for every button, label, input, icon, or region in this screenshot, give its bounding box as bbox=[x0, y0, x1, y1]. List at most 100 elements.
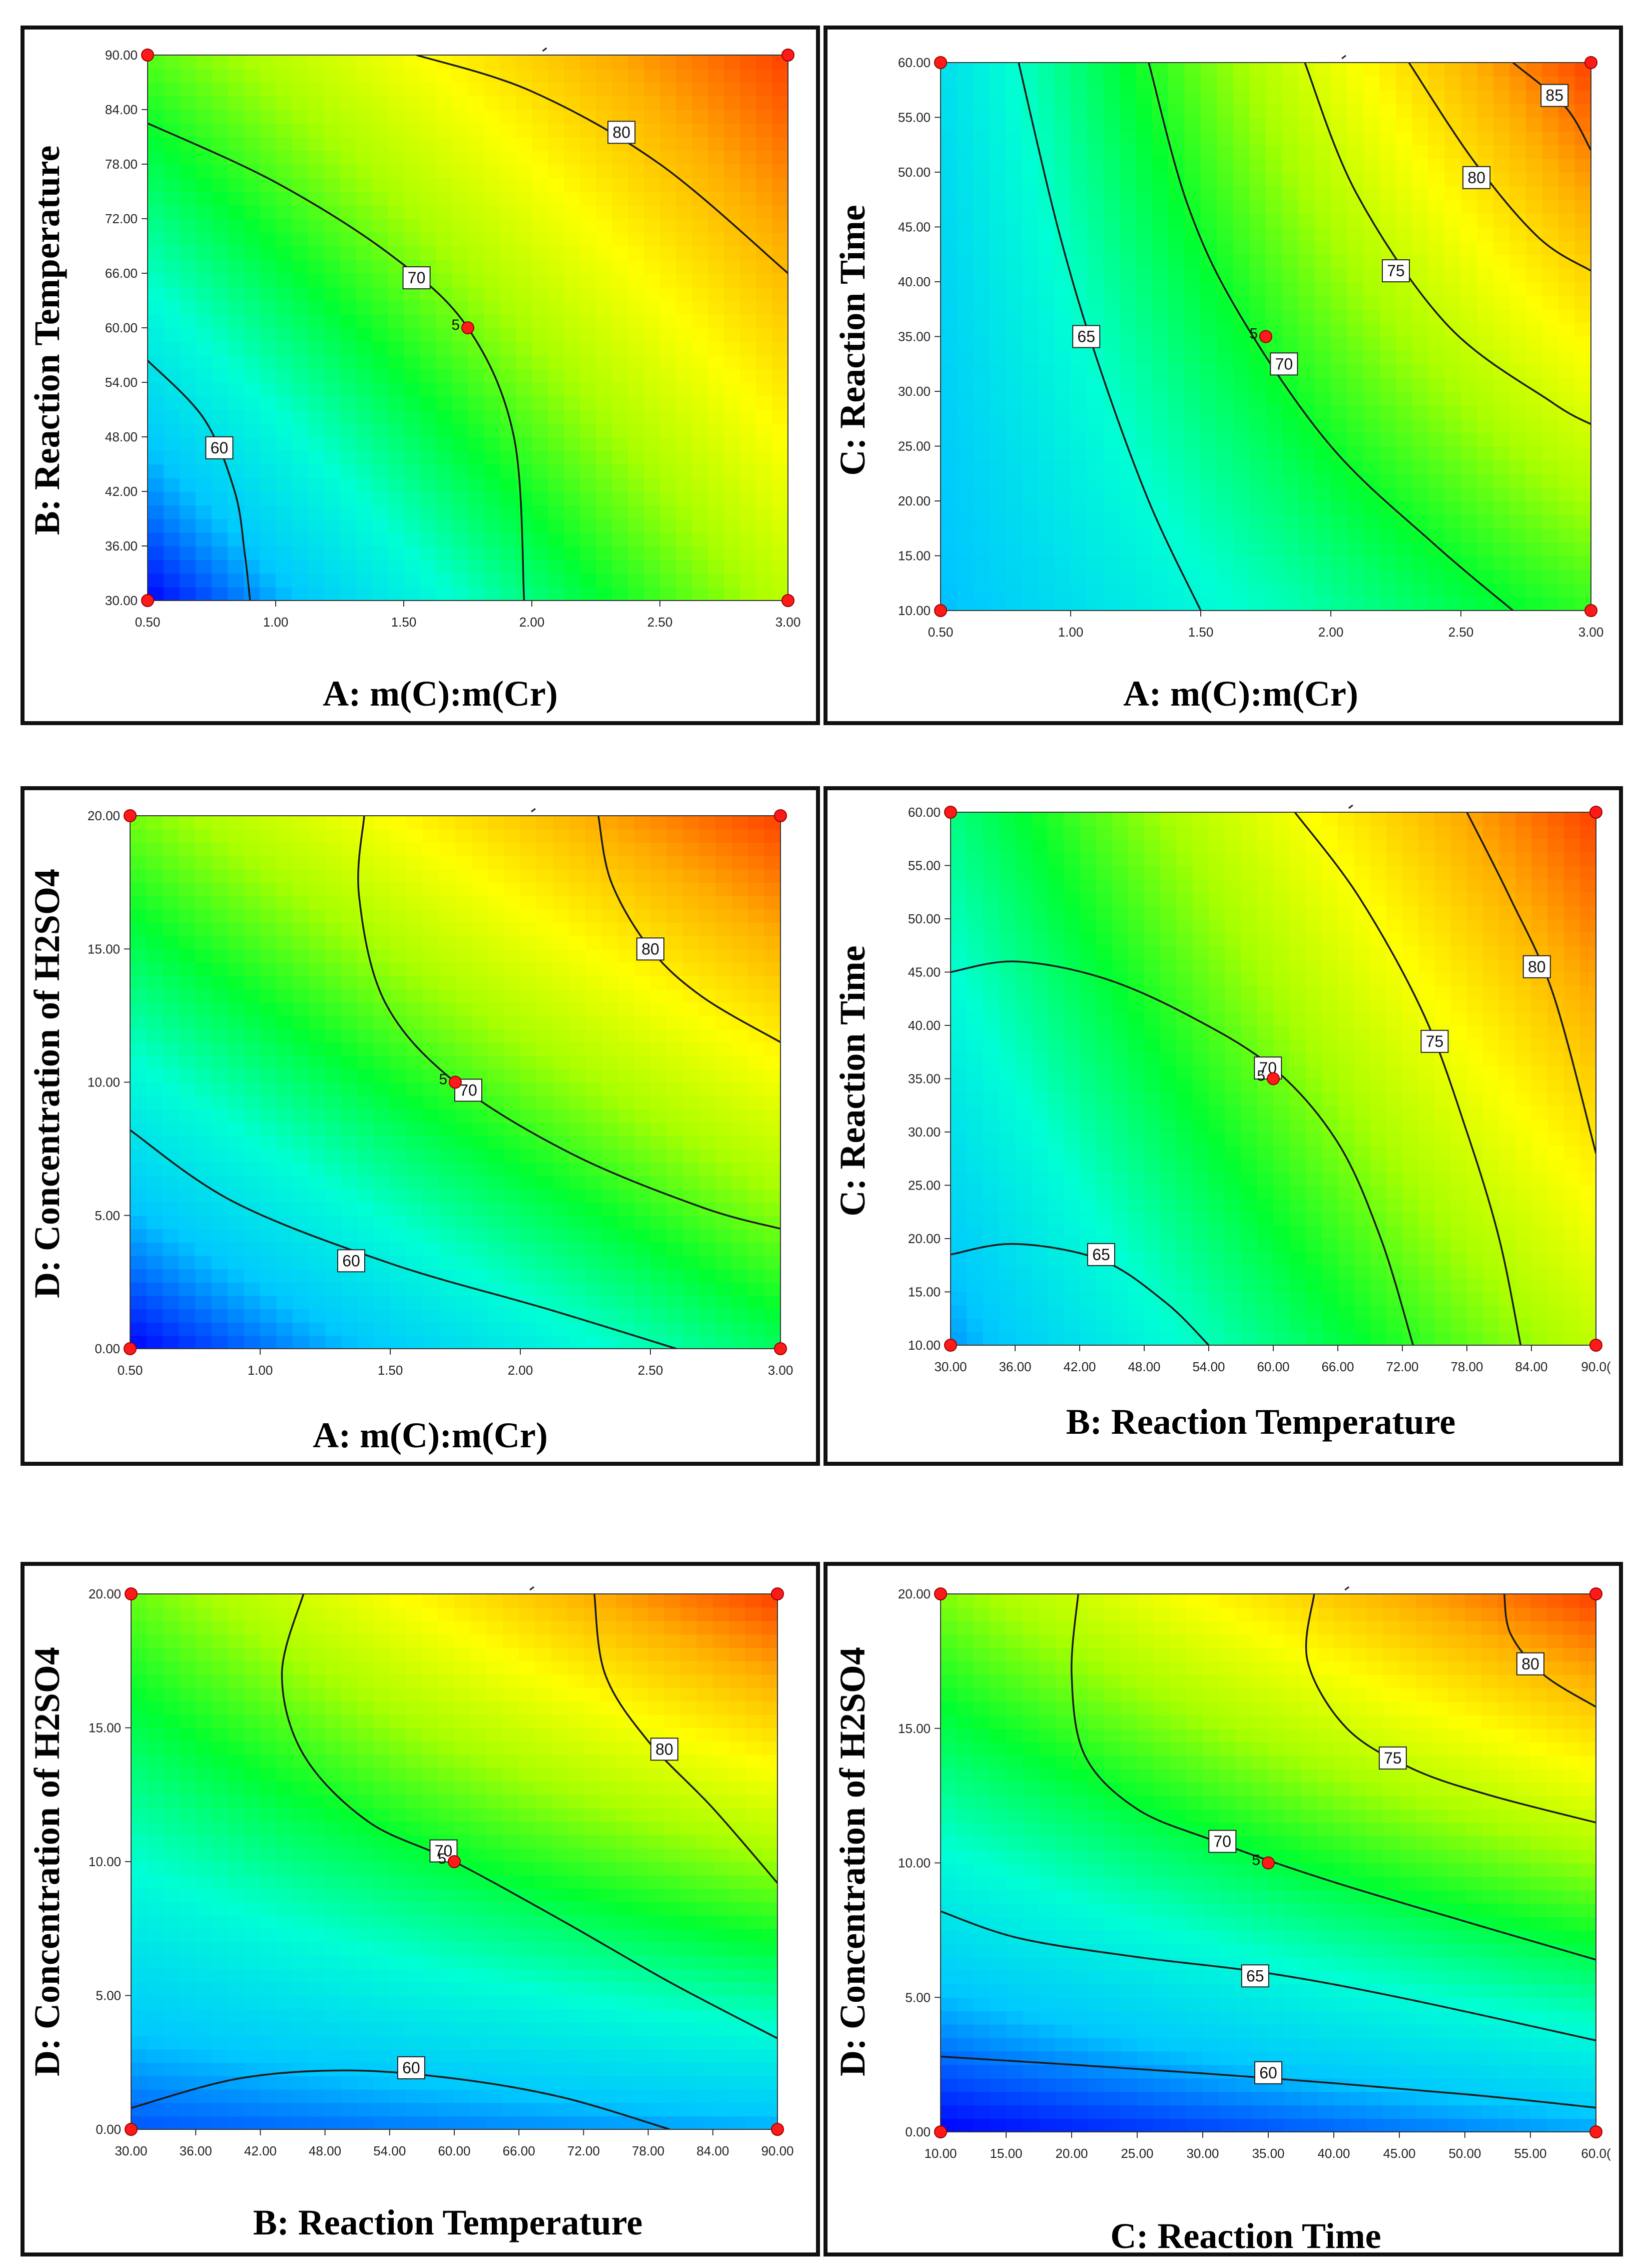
x-tick-label: 20.00 bbox=[1055, 2146, 1088, 2161]
panel-frame bbox=[21, 26, 820, 725]
contour-label-80: 80 bbox=[1528, 958, 1546, 976]
x-tick-label: 66.00 bbox=[1321, 1359, 1354, 1374]
x-tick-label: 1.00 bbox=[263, 615, 289, 630]
design-point bbox=[934, 56, 947, 69]
y-axis-label: C: Reaction Time bbox=[833, 205, 873, 475]
design-point bbox=[781, 594, 794, 607]
contour-label-box bbox=[429, 1839, 458, 1863]
contour-label-box bbox=[607, 121, 636, 144]
y-axis-label: C: Reaction Time bbox=[833, 945, 873, 1216]
contour-line-70 bbox=[1071, 1594, 1596, 1961]
design-point bbox=[1589, 1339, 1602, 1352]
response-surface-fill bbox=[148, 55, 788, 601]
center-point-count: 5 bbox=[1249, 326, 1258, 342]
contour-label-70: 70 bbox=[408, 269, 426, 287]
design-point bbox=[125, 1587, 138, 1600]
y-tick-label: 10.00 bbox=[898, 1856, 931, 1871]
center-point bbox=[449, 1075, 462, 1089]
contour-label-box bbox=[397, 2056, 425, 2079]
response-surface-fill bbox=[941, 1594, 1596, 2132]
contour-label-70: 70 bbox=[459, 1081, 477, 1099]
x-tick-label: 3.00 bbox=[775, 615, 801, 630]
top-marker bbox=[1341, 55, 1346, 60]
x-tick-label: 50.00 bbox=[1448, 2146, 1481, 2161]
center-point bbox=[448, 1855, 461, 1868]
contour-line-70 bbox=[148, 122, 525, 601]
y-tick-label: 60.00 bbox=[898, 55, 931, 70]
contour-label-box bbox=[337, 1249, 365, 1273]
contour-label-65: 65 bbox=[1077, 328, 1095, 346]
panel-ab: B: Reaction Temperature A: m(C):m(Cr) 60… bbox=[21, 26, 820, 725]
y-tick-label: 42.00 bbox=[105, 484, 138, 499]
design-point bbox=[771, 1587, 784, 1600]
contour-line-65 bbox=[1018, 63, 1202, 611]
center-point-count: 5 bbox=[451, 317, 460, 333]
contour-plot-ad: 60 70 80 0.50 1.00 1.50 2.00 2.50 3.00 0.00 5.00 10… bbox=[88, 808, 793, 1378]
y-tick-label: 48.00 bbox=[105, 429, 138, 444]
contour-line-80 bbox=[593, 1594, 777, 1884]
y-tick-label: 36.00 bbox=[105, 538, 138, 553]
y-tick-label: 55.00 bbox=[898, 110, 931, 125]
y-tick-label: 20.00 bbox=[908, 1231, 941, 1246]
contour-label-box bbox=[1420, 1029, 1449, 1053]
y-axis-label: D: Concentration of H2SO4 bbox=[27, 1647, 67, 2076]
contour-lines bbox=[148, 55, 788, 601]
top-marker bbox=[1348, 804, 1353, 809]
contour-label-85: 85 bbox=[1545, 87, 1563, 105]
x-tick-label: 0.50 bbox=[135, 615, 161, 630]
center-point bbox=[1262, 1856, 1275, 1870]
contour-label-box bbox=[1208, 1830, 1237, 1853]
design-point bbox=[934, 1587, 947, 1600]
x-tick-label: 45.00 bbox=[1383, 2146, 1415, 2161]
panel-frame bbox=[824, 786, 1623, 1466]
contour-plot-bd: 60 70 80 30.00 36.00 42.00 48.00 54.00 60.00 66.0… bbox=[89, 1586, 794, 2158]
contour-label-70: 70 bbox=[1214, 1833, 1232, 1851]
panel-bd: D: Concentration of H2SO4 B: Reaction Te… bbox=[21, 1562, 820, 2256]
x-tick-label: 2.50 bbox=[1448, 625, 1474, 640]
top-marker bbox=[531, 808, 536, 813]
y-tick-label: 30.00 bbox=[908, 1124, 941, 1140]
x-tick-label: 54.00 bbox=[1192, 1359, 1225, 1374]
y-tick-label: 0.00 bbox=[905, 2124, 931, 2139]
design-point bbox=[944, 806, 957, 819]
x-tick-label: 0.50 bbox=[118, 1363, 143, 1378]
panel-ad: D: Concentration of H2SO4 A: m(C):m(Cr) … bbox=[21, 786, 820, 1466]
contour-line-60 bbox=[148, 360, 251, 601]
contour-label-60: 60 bbox=[402, 2059, 420, 2077]
x-tick-label: 2.00 bbox=[508, 1363, 533, 1378]
y-tick-label: 25.00 bbox=[898, 439, 931, 454]
x-tick-label: 1.50 bbox=[391, 615, 417, 630]
contour-label-box bbox=[1087, 1243, 1115, 1266]
x-tick-label: 54.00 bbox=[373, 2143, 406, 2158]
x-tick-label: 48.00 bbox=[309, 2143, 341, 2158]
y-tick-label: 5.00 bbox=[95, 1208, 120, 1223]
contour-label-box bbox=[636, 937, 664, 961]
panel-frame bbox=[21, 1562, 820, 2256]
x-tick-label: 15.00 bbox=[990, 2146, 1022, 2161]
contour-label-box bbox=[1072, 325, 1101, 348]
y-tick-label: 30.00 bbox=[105, 593, 138, 608]
contour-label-75: 75 bbox=[1387, 262, 1405, 280]
x-tick-label: 78.00 bbox=[1450, 1359, 1483, 1374]
contour-label-75: 75 bbox=[1426, 1032, 1444, 1050]
x-axis-label: A: m(C):m(Cr) bbox=[1123, 674, 1358, 714]
contour-line-80 bbox=[416, 55, 788, 274]
response-surface-fill bbox=[130, 816, 781, 1349]
y-tick-label: 15.00 bbox=[89, 1721, 121, 1736]
x-tick-label: 55.00 bbox=[1514, 2146, 1546, 2161]
y-axis-label: B: Reaction Temperature bbox=[27, 146, 67, 535]
y-tick-label: 40.00 bbox=[898, 274, 931, 289]
panel-ac: C: Reaction Time A: m(C):m(Cr) 65 70 75 80 8… bbox=[824, 26, 1623, 725]
contour-label-box bbox=[650, 1738, 678, 1761]
y-tick-label: 84.00 bbox=[105, 102, 138, 117]
y-tick-label: 0.00 bbox=[95, 1341, 120, 1356]
contour-label-box bbox=[1378, 1746, 1407, 1770]
contour-label-80: 80 bbox=[612, 123, 630, 141]
contour-line-60 bbox=[130, 1129, 677, 1349]
x-tick-label: 84.00 bbox=[1515, 1359, 1547, 1374]
y-tick-label: 20.00 bbox=[898, 1586, 931, 1601]
y-tick-label: 35.00 bbox=[898, 329, 931, 344]
x-tick-label: 1.00 bbox=[248, 1363, 273, 1378]
contour-line-70 bbox=[951, 960, 1414, 1345]
